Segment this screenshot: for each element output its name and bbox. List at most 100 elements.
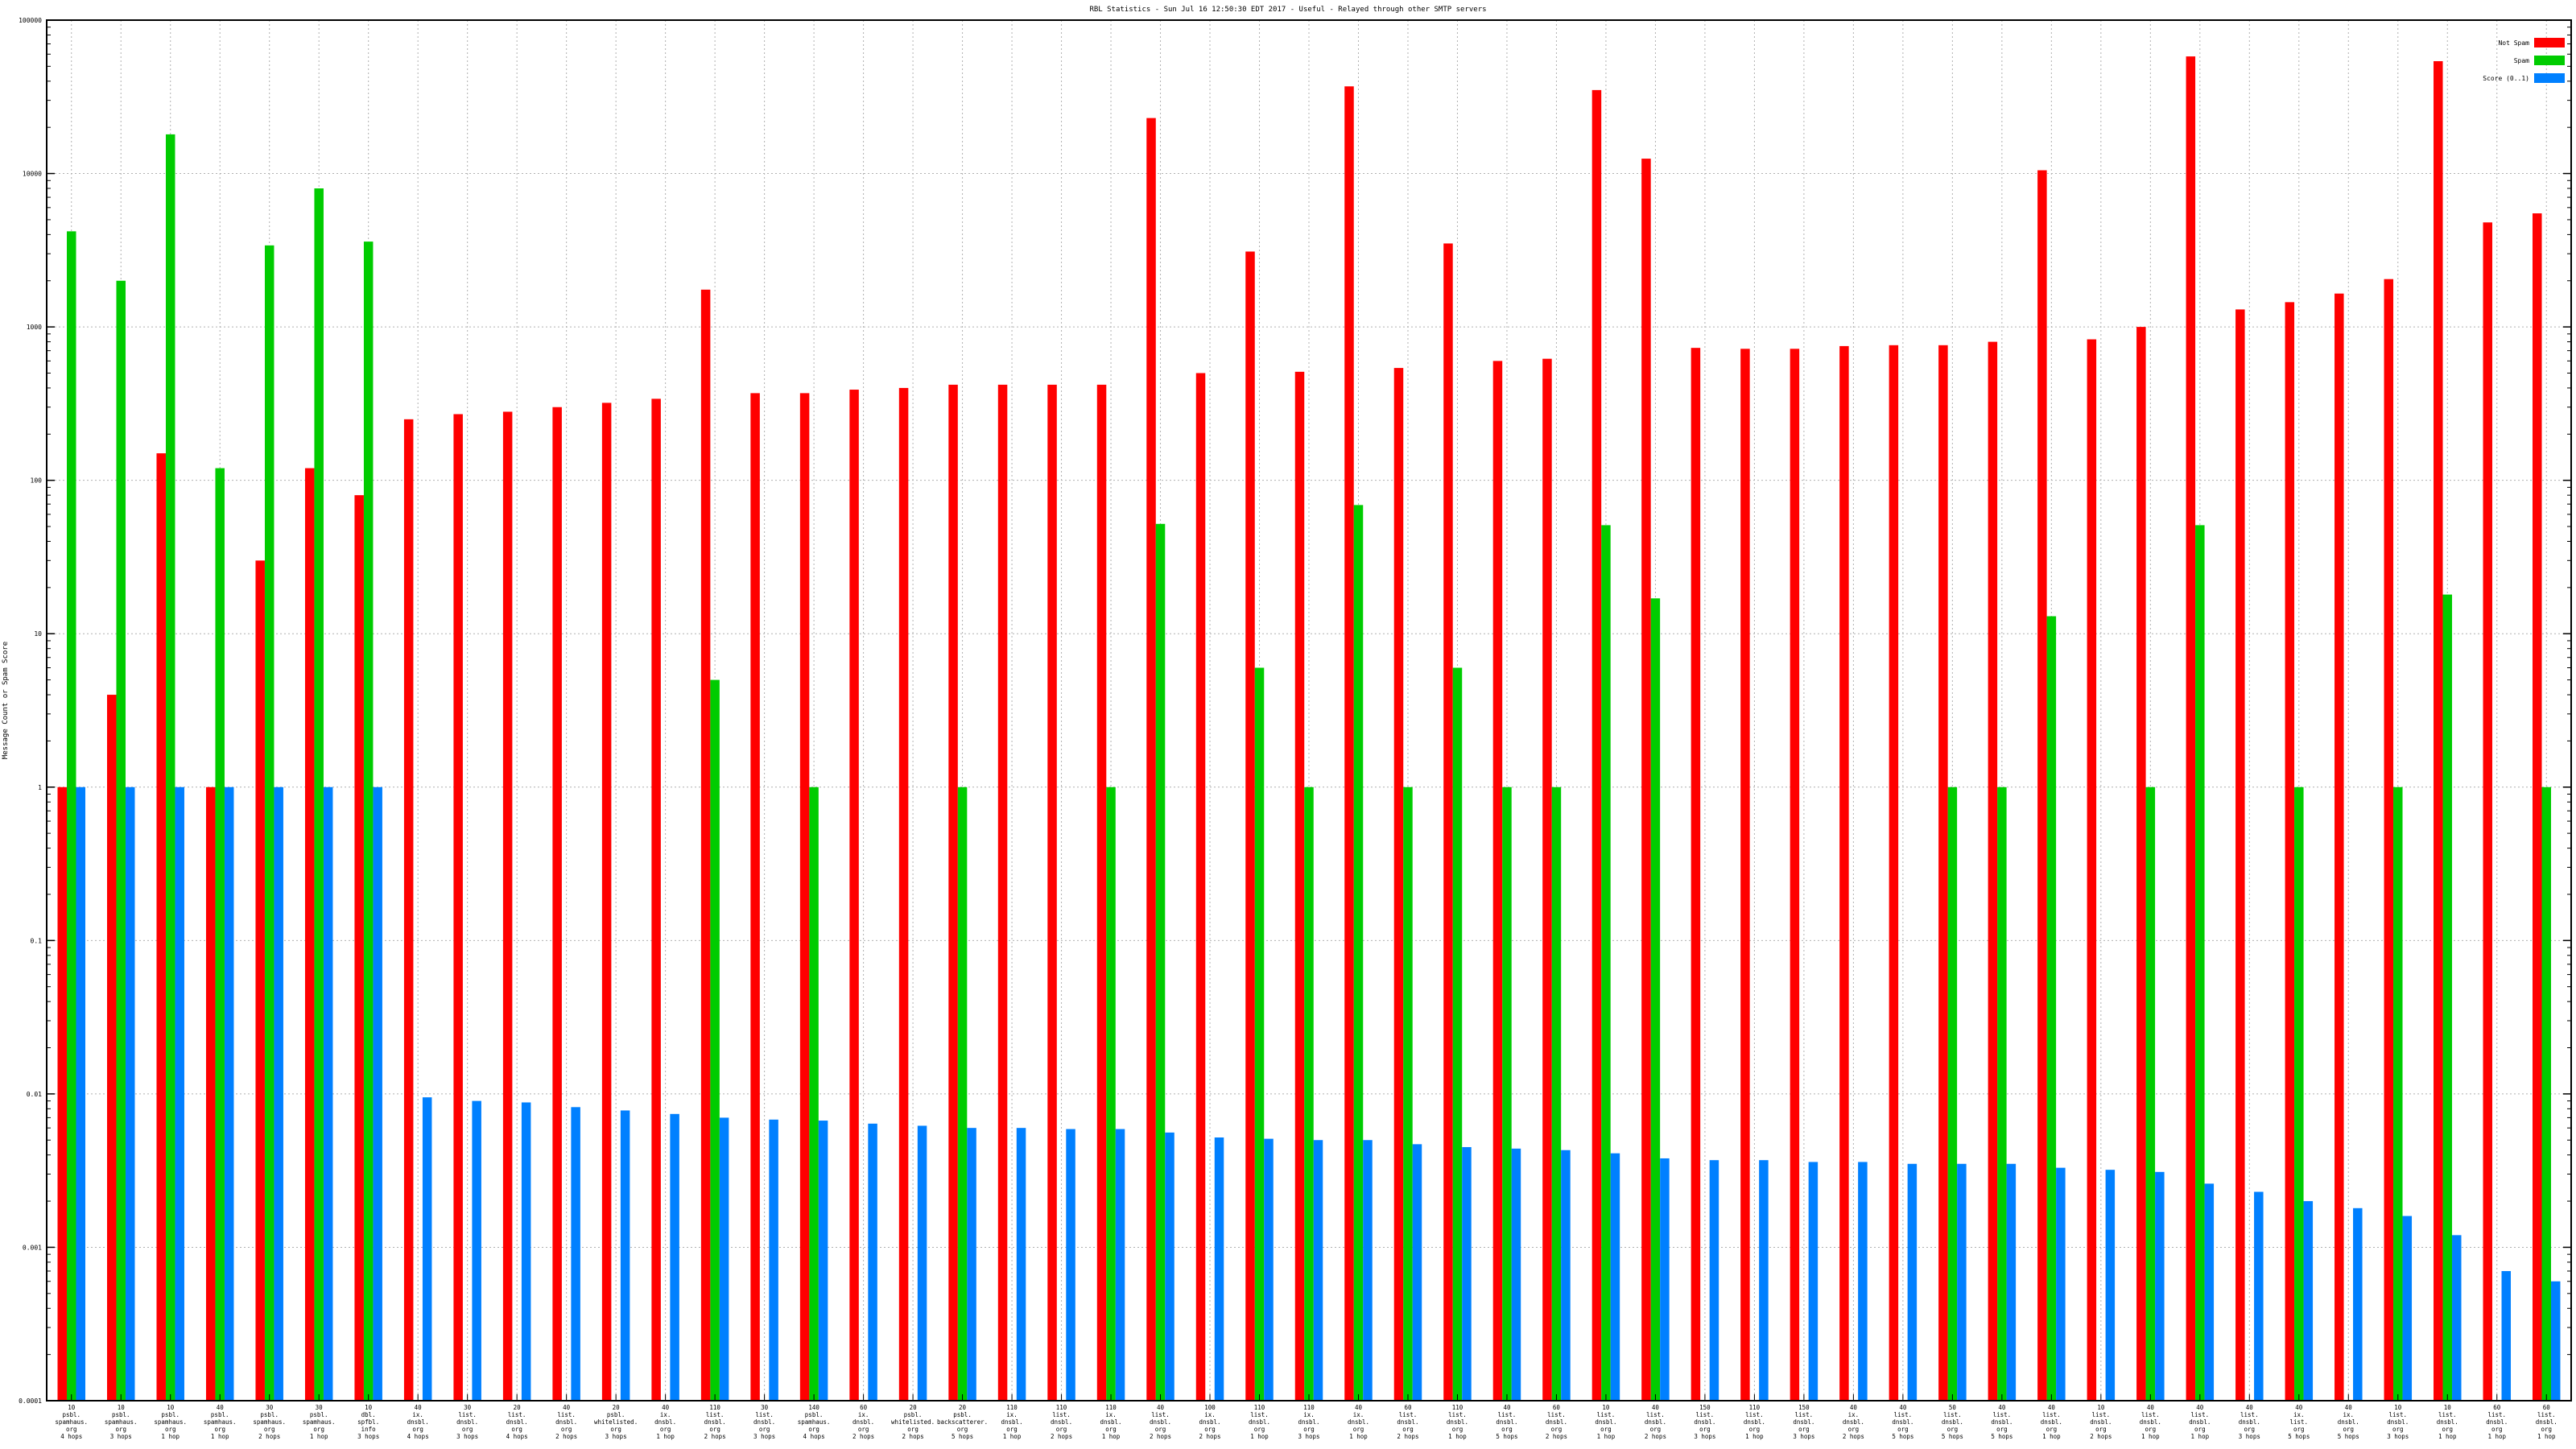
x-tick-label: 40 list. dnsbl. org 1 hop	[2140, 1404, 2161, 1440]
bar	[2402, 1216, 2413, 1401]
bar	[1858, 1162, 1868, 1401]
x-tick-label: 20 psbl. backscatterer. org 5 hops	[937, 1404, 988, 1440]
bar	[1907, 1163, 1918, 1401]
x-tick-label-line: list.	[557, 1411, 576, 1418]
x-tick-label-line: org	[808, 1426, 819, 1433]
x-tick-label-line: dnsbl.	[2338, 1418, 2359, 1426]
bar	[799, 393, 810, 1401]
x-tick-label-line: dnsbl.	[1942, 1418, 1963, 1426]
bar	[2393, 786, 2403, 1401]
x-tick-label-line: org	[2293, 1426, 2305, 1433]
bar	[1195, 373, 1206, 1401]
y-tick-label: 1	[38, 784, 42, 791]
x-tick-label-line: dnsbl.	[1595, 1418, 1616, 1426]
x-tick-label: 10 psbl. spamhaus. org 3 hops	[105, 1404, 138, 1440]
x-tick-label-line: 1 hop	[1349, 1433, 1368, 1440]
bar	[2186, 56, 2196, 1402]
x-tick-label-line: dnsbl.	[704, 1418, 726, 1426]
bar	[57, 786, 67, 1401]
y-tick-label: 1000	[27, 324, 42, 331]
x-tick-label-line: 20	[959, 1404, 967, 1411]
x-tick-label-line: psbl.	[112, 1411, 130, 1418]
bar	[2501, 1270, 2512, 1401]
x-tick-label-line: 1 hop	[161, 1433, 180, 1440]
x-tick-label-line: 1 hop	[2438, 1433, 2457, 1440]
x-tick-label-line: 40	[1355, 1404, 1363, 1411]
x-tick-label-line: 4 hops	[60, 1433, 82, 1440]
x-tick-label-line: list.	[1993, 1411, 2012, 1418]
x-tick-label: 20 psbl. whitelisted. org 2 hops	[891, 1404, 935, 1440]
x-tick-label-line: list.	[2438, 1411, 2457, 1418]
bar	[1790, 349, 1800, 1401]
x-tick-label-line: 110	[1254, 1404, 1265, 1411]
bar	[1304, 786, 1314, 1401]
x-tick-label: 40 ix. dnsbl. org 2 hops	[1843, 1404, 1864, 1440]
x-tick-label-line: 50	[1949, 1404, 1957, 1411]
x-tick-label-line: list.	[1597, 1411, 1616, 1418]
x-tick-label-line: org	[1254, 1426, 1265, 1433]
x-tick-label-line: list.	[1052, 1411, 1071, 1418]
x-tick-label-line: 4 hops	[407, 1433, 429, 1440]
x-tick-label-line: ix.	[2343, 1411, 2355, 1418]
bar	[1462, 1146, 1472, 1401]
bar	[1165, 1132, 1174, 1401]
y-axis-ticks: 0.0001 0.001 0.01 0.1 1 10 100 1000 10000 100000	[19, 17, 2571, 1405]
bar	[2434, 60, 2443, 1401]
bar	[948, 384, 958, 1401]
bar	[1709, 1160, 1719, 1401]
x-tick-label-line: dnsbl.	[456, 1418, 478, 1426]
x-tick-label-line: 1 hop	[2487, 1433, 2506, 1440]
x-tick-label-line: org	[1551, 1426, 1563, 1433]
bar	[1690, 348, 1701, 1401]
x-tick-label-line: psbl.	[211, 1411, 229, 1418]
x-tick-label: 110 ix. dnsbl. org 1 hop	[1001, 1404, 1023, 1440]
x-tick-label-line: spamhaus.	[204, 1418, 237, 1426]
x-tick-label: 30 psbl. spamhaus. org 1 hop	[303, 1404, 336, 1440]
x-tick-label-line: 40	[1899, 1404, 1907, 1411]
bar	[849, 390, 859, 1401]
x-tick-label-line: list.	[1943, 1411, 1962, 1418]
x-tick-label-line: 2 hops	[555, 1433, 577, 1440]
bar	[1363, 1140, 1373, 1401]
x-tick-label: 150 list. dnsbl. org 3 hops	[1694, 1404, 1715, 1440]
x-tick-label-line: org	[214, 1426, 225, 1433]
bar	[818, 1121, 828, 1401]
x-tick-label-line: org	[660, 1426, 671, 1433]
bar	[2204, 1183, 2215, 1401]
x-tick-label-line: dnsbl.	[1843, 1418, 1864, 1426]
bar	[1988, 341, 1998, 1401]
x-tick-label-line: 1 hop	[1250, 1433, 1269, 1440]
x-tick-label: 110 ix. dnsbl. org 3 hops	[1298, 1404, 1319, 1440]
x-tick-label-line: list.	[1448, 1411, 1467, 1418]
x-tick-label-line: 10	[2097, 1404, 2105, 1411]
x-tick-label-line: dnsbl.	[1496, 1418, 1517, 1426]
bar	[472, 1100, 481, 1401]
x-tick-label-line: 60	[1404, 1404, 1412, 1411]
x-tick-label-line: dnsbl.	[2140, 1418, 2161, 1426]
bar	[710, 679, 720, 1401]
x-tick-label-line: 2 hops	[1051, 1433, 1072, 1440]
x-tick-label-line: 2 hops	[1843, 1433, 1864, 1440]
bar	[373, 786, 382, 1401]
x-tick-label-line: dnsbl.	[654, 1418, 676, 1426]
bar	[255, 560, 265, 1401]
bar	[1115, 1129, 1125, 1401]
bar	[314, 188, 324, 1401]
bar	[66, 231, 76, 1401]
x-tick-label-line: list.	[2092, 1411, 2111, 1418]
x-tick-label-line: 5 hops	[1942, 1433, 1963, 1440]
x-tick-label-line: org	[1006, 1426, 1018, 1433]
x-tick-label-line: dnsbl.	[1892, 1418, 1913, 1426]
legend-label: Score (0..1)	[2483, 75, 2529, 82]
x-tick-label-line: 30	[266, 1404, 274, 1411]
x-tick-label: 110 ix. dnsbl. org 1 hop	[1100, 1404, 1121, 1440]
bar	[700, 289, 711, 1402]
x-tick-label-line: 1 hop	[2537, 1433, 2556, 1440]
x-tick-label-line: 150	[1699, 1404, 1711, 1411]
x-tick-label-line: dnsbl.	[1199, 1418, 1220, 1426]
x-tick-label-line: org	[264, 1426, 275, 1433]
x-tick-label-line: list.	[508, 1411, 526, 1418]
x-tick-label-line: list.	[1151, 1411, 1170, 1418]
x-tick-label-line: 4 hops	[803, 1433, 825, 1440]
x-tick-label-line: dnsbl.	[407, 1418, 429, 1426]
